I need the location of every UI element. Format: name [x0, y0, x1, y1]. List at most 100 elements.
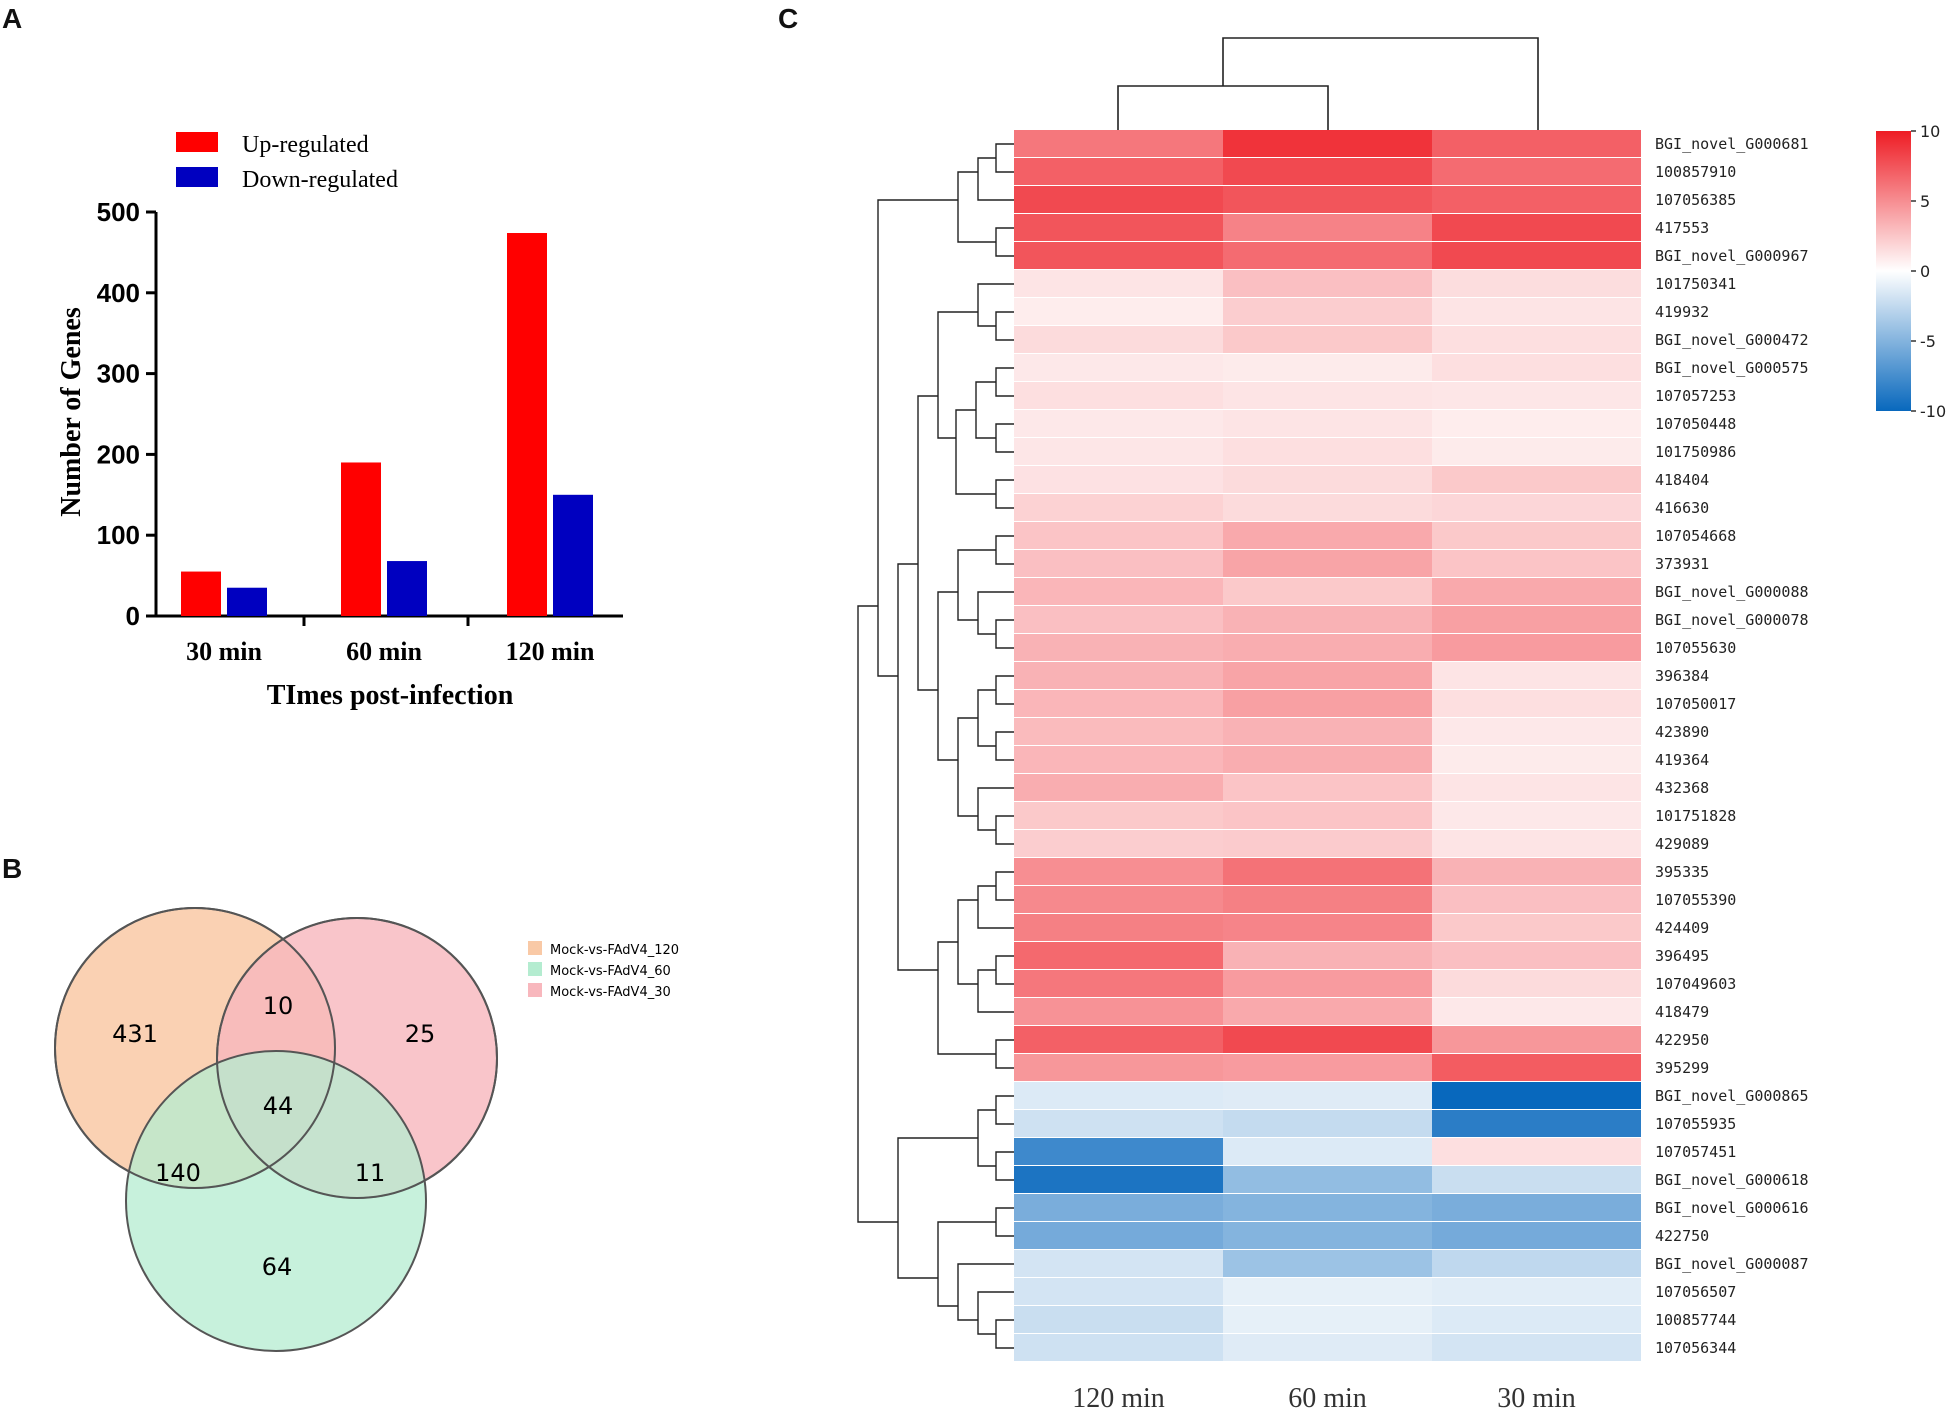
heat-cell — [1223, 718, 1432, 745]
heat-cell — [1014, 998, 1223, 1025]
row-dendro-link — [975, 381, 996, 439]
heat-cell — [1223, 1334, 1432, 1361]
row-label: 429089 — [1655, 835, 1709, 853]
row-dendro-link — [995, 815, 1014, 845]
heat-cell — [1432, 186, 1641, 213]
heat-cell — [1432, 242, 1641, 269]
row-dendro-link — [977, 1109, 996, 1167]
venn-circle-60 — [125, 1050, 427, 1352]
heat-cell — [1432, 1222, 1641, 1249]
heat-cell — [1223, 186, 1432, 213]
x-ticks: 30 min 60 min 120 min — [186, 616, 595, 666]
heat-cell — [1014, 662, 1223, 689]
row-label: 395335 — [1655, 863, 1709, 881]
bar-up-120min — [507, 233, 547, 616]
row-dendro-link — [955, 409, 996, 495]
row-dendro-link — [937, 1221, 996, 1307]
heat-cell — [1432, 1082, 1641, 1109]
row-dendro-link — [977, 969, 1014, 1013]
row-label: 107057451 — [1655, 1143, 1736, 1161]
row-dendro-link — [995, 367, 1014, 397]
heat-cell — [1432, 634, 1641, 661]
heat-cell — [1432, 578, 1641, 605]
row-dendro-link — [977, 885, 1014, 929]
heat-cell — [1014, 158, 1223, 185]
bars — [181, 233, 593, 616]
heat-cell — [1432, 1278, 1641, 1305]
heat-cell — [1223, 578, 1432, 605]
row-label: 423890 — [1655, 723, 1709, 741]
heat-cell — [1432, 354, 1641, 381]
row-dendro-link — [995, 227, 1014, 257]
venn-count-only-60: 64 — [262, 1253, 293, 1281]
heat-cell — [1014, 718, 1223, 745]
heat-cell — [1432, 1166, 1641, 1193]
row-dendro-link — [957, 171, 996, 243]
row-label: 396384 — [1655, 667, 1709, 685]
row-dendro-link — [995, 143, 1014, 173]
heat-cell — [1014, 774, 1223, 801]
row-dendro-link — [977, 1291, 1014, 1335]
heat-cell — [1432, 690, 1641, 717]
row-dendro-link — [995, 1151, 1014, 1181]
heat-cell — [1432, 326, 1641, 353]
heat-cell — [1223, 130, 1432, 157]
legend-swatch-up — [176, 132, 218, 152]
heat-cell — [1014, 522, 1223, 549]
heat-cell — [1014, 1222, 1223, 1249]
row-label: 422750 — [1655, 1227, 1709, 1245]
heat-cell — [1223, 242, 1432, 269]
heat-cell — [1432, 158, 1641, 185]
row-label: 107054668 — [1655, 527, 1736, 545]
row-dendro-link — [995, 423, 1014, 453]
heat-cell — [1014, 270, 1223, 297]
row-dendro-link — [995, 535, 1014, 565]
bar-legend: Up-regulated Down-regulated — [176, 132, 398, 193]
row-dendro-link — [977, 591, 1014, 635]
row-label: 101750986 — [1655, 443, 1736, 461]
heat-cell — [1223, 158, 1432, 185]
heat-cell — [1014, 410, 1223, 437]
heat-cell — [1223, 438, 1432, 465]
row-dendro-link — [995, 1319, 1014, 1349]
heat-cell — [1014, 1166, 1223, 1193]
heat-cell — [1223, 382, 1432, 409]
heat-cell — [1014, 1278, 1223, 1305]
heat-cell — [1014, 1110, 1223, 1137]
row-dendro-link — [995, 1207, 1014, 1237]
row-dendrogram — [857, 143, 1014, 1349]
heat-cell — [1432, 410, 1641, 437]
heat-cell — [1223, 1026, 1432, 1053]
row-dendro-link — [957, 717, 978, 817]
venn-count-120-60: 140 — [155, 1159, 201, 1187]
row-label: BGI_novel_G000967 — [1655, 247, 1809, 265]
heat-cell — [1014, 438, 1223, 465]
heat-cell — [1432, 662, 1641, 689]
heat-cell — [1014, 494, 1223, 521]
panel-label-a: A — [2, 3, 22, 34]
heat-cell — [1014, 186, 1223, 213]
heat-cell — [1432, 802, 1641, 829]
heat-cell — [1014, 578, 1223, 605]
heat-cell — [1432, 1250, 1641, 1277]
colorbar-gradient — [1876, 131, 1911, 411]
heat-cell — [1432, 774, 1641, 801]
venn-outline-30 — [216, 917, 498, 1199]
col-dendro-link-root — [1222, 37, 1539, 130]
row-label: 396495 — [1655, 947, 1709, 965]
row-dendro-link — [957, 549, 996, 621]
row-label: BGI_novel_G000616 — [1655, 1199, 1809, 1217]
col-dendro-link-120-60 — [1117, 85, 1329, 130]
y-tick-label: 100 — [97, 520, 140, 550]
row-label: 107050448 — [1655, 415, 1736, 433]
heat-cell — [1223, 550, 1432, 577]
row-label: BGI_novel_G000087 — [1655, 1255, 1809, 1273]
heat-cell — [1223, 214, 1432, 241]
y-axis-title: Number of Genes — [56, 307, 87, 517]
heat-cell — [1014, 130, 1223, 157]
row-label: 373931 — [1655, 555, 1709, 573]
heatmap-cells — [1014, 130, 1641, 1361]
heat-cell — [1223, 802, 1432, 829]
heat-cell — [1432, 1334, 1641, 1361]
